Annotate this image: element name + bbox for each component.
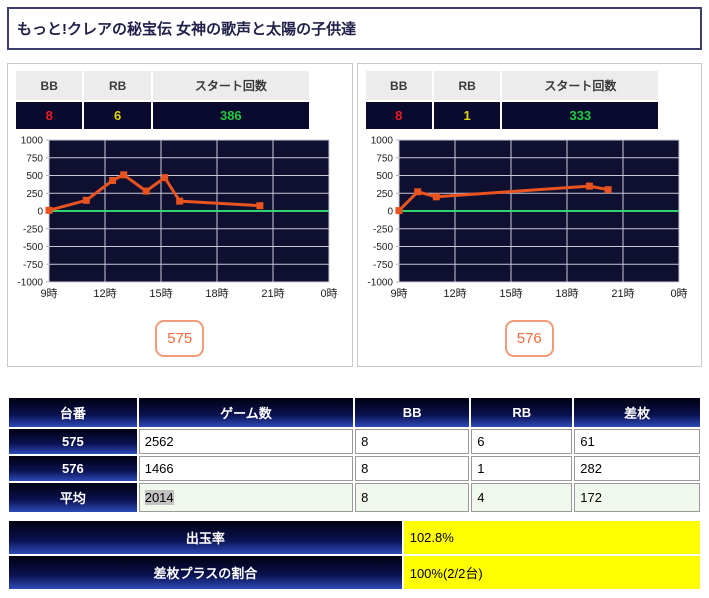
svg-text:1000: 1000 bbox=[21, 136, 44, 147]
cell-games: 1466 bbox=[138, 456, 354, 481]
machine-panel-576: BB RB スタート回数 8 1 333 1000 750 500 250 0 -250 -… bbox=[356, 63, 702, 367]
bb-value: 8 bbox=[365, 102, 432, 129]
svg-text:21時: 21時 bbox=[611, 287, 634, 300]
svg-text:500: 500 bbox=[26, 171, 43, 182]
col-header-games: ゲーム数 bbox=[138, 398, 354, 427]
svg-text:-250: -250 bbox=[23, 224, 43, 235]
bb-value: 8 bbox=[16, 102, 83, 129]
cell-bb: 8 bbox=[355, 456, 470, 481]
svg-text:18時: 18時 bbox=[205, 287, 228, 300]
svg-text:15時: 15時 bbox=[499, 287, 522, 300]
payout-rate-value: 102.8% bbox=[403, 521, 700, 554]
table-row-average: 平均 2014 8 4 172 bbox=[9, 483, 700, 512]
machine-panels: BB RB スタート回数 8 6 386 1000 750 500 250 0 -250 -… bbox=[7, 63, 702, 367]
cell-games: 2562 bbox=[138, 429, 354, 454]
cell-diff: 282 bbox=[574, 456, 700, 481]
results-header-row: 台番 ゲーム数 BB RB 差枚 bbox=[9, 398, 700, 427]
svg-text:250: 250 bbox=[376, 189, 393, 200]
svg-text:0: 0 bbox=[37, 207, 43, 218]
cell-rb: 4 bbox=[471, 483, 573, 512]
rb-value: 1 bbox=[433, 102, 501, 129]
svg-text:0時: 0時 bbox=[670, 287, 687, 300]
machine-number-button-575[interactable]: 575 bbox=[155, 320, 205, 357]
svg-text:750: 750 bbox=[376, 153, 393, 164]
payout-rate-row: 出玉率 102.8% bbox=[9, 521, 700, 554]
table-row-576: 576 1466 8 1 282 bbox=[9, 456, 700, 481]
plus-ratio-value: 100%(2/2台) bbox=[403, 556, 700, 589]
svg-text:-500: -500 bbox=[372, 242, 392, 253]
plus-ratio-label: 差枚プラスの割合 bbox=[9, 556, 402, 589]
payout-rate-label: 出玉率 bbox=[9, 521, 402, 554]
svg-text:21時: 21時 bbox=[261, 287, 284, 300]
svg-text:-750: -750 bbox=[23, 260, 43, 271]
col-header-daiban: 台番 bbox=[9, 398, 137, 427]
svg-text:15時: 15時 bbox=[149, 287, 172, 300]
svg-text:-250: -250 bbox=[372, 224, 392, 235]
start-count-value: 333 bbox=[502, 102, 659, 129]
cell-diff: 172 bbox=[574, 483, 700, 512]
start-count-value: 386 bbox=[152, 102, 309, 129]
svg-text:-1000: -1000 bbox=[367, 278, 393, 289]
svg-text:250: 250 bbox=[26, 189, 43, 200]
col-header-diff: 差枚 bbox=[574, 398, 700, 427]
plus-ratio-row: 差枚プラスの割合 100%(2/2台) bbox=[9, 556, 700, 589]
svg-text:12時: 12時 bbox=[93, 287, 116, 300]
stats-table-575: BB RB スタート回数 8 6 386 bbox=[14, 69, 311, 131]
cell-bb: 8 bbox=[355, 429, 470, 454]
machine-title: もっと!クレアの秘宝伝 女神の歌声と太陽の子供達 bbox=[7, 7, 702, 50]
col-header-bb: BB bbox=[355, 398, 470, 427]
cell-rb: 1 bbox=[471, 456, 573, 481]
machine-number-button-576[interactable]: 576 bbox=[504, 320, 554, 357]
cell-diff: 61 bbox=[574, 429, 700, 454]
slump-graph-575: 1000 750 500 250 0 -250 -500 -750 -1000 9時 12時 15時 1… bbox=[13, 136, 347, 307]
totals-table: 出玉率 102.8% 差枚プラスの割合 100%(2/2台) bbox=[7, 519, 702, 591]
selected-text: 2014 bbox=[144, 490, 174, 505]
start-count-header: スタート回数 bbox=[152, 71, 309, 100]
svg-text:-1000: -1000 bbox=[17, 278, 43, 289]
col-header-rb: RB bbox=[471, 398, 573, 427]
rb-header: RB bbox=[84, 71, 151, 100]
rb-header: RB bbox=[433, 71, 501, 100]
start-count-header: スタート回数 bbox=[502, 71, 659, 100]
machine-panel-575: BB RB スタート回数 8 6 386 1000 750 500 250 0 -250 -… bbox=[7, 63, 353, 367]
svg-text:12時: 12時 bbox=[443, 287, 466, 300]
svg-text:18時: 18時 bbox=[555, 287, 578, 300]
svg-text:750: 750 bbox=[26, 153, 43, 164]
bb-header: BB bbox=[16, 71, 83, 100]
svg-text:-500: -500 bbox=[23, 242, 43, 253]
svg-text:0: 0 bbox=[387, 207, 393, 218]
svg-text:9時: 9時 bbox=[40, 287, 57, 300]
cell-daiban: 576 bbox=[9, 456, 137, 481]
table-row-575: 575 2562 8 6 61 bbox=[9, 429, 700, 454]
svg-text:-750: -750 bbox=[372, 260, 392, 271]
cell-daiban: 平均 bbox=[9, 483, 137, 512]
svg-text:500: 500 bbox=[376, 171, 393, 182]
cell-games: 2014 bbox=[138, 483, 354, 512]
slump-graph-576: 1000 750 500 250 0 -250 -500 -750 -1000 9時 12時 15時 1… bbox=[363, 136, 697, 307]
results-table: 台番 ゲーム数 BB RB 差枚 575 2562 8 6 61 576 146… bbox=[7, 396, 702, 514]
stats-table-576: BB RB スタート回数 8 1 333 bbox=[364, 69, 661, 131]
bb-header: BB bbox=[365, 71, 432, 100]
rb-value: 6 bbox=[84, 102, 151, 129]
svg-text:9時: 9時 bbox=[390, 287, 407, 300]
svg-text:0時: 0時 bbox=[320, 287, 337, 300]
svg-text:1000: 1000 bbox=[370, 136, 393, 147]
cell-daiban: 575 bbox=[9, 429, 137, 454]
cell-rb: 6 bbox=[471, 429, 573, 454]
cell-bb: 8 bbox=[355, 483, 470, 512]
